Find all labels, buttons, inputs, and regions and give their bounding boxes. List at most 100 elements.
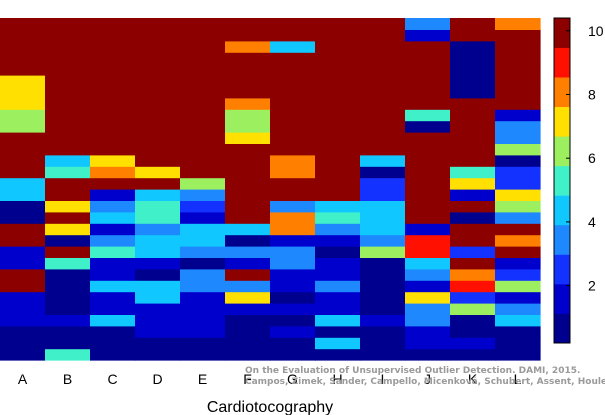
heatmap-cell-D-25 xyxy=(135,63,181,76)
heatmap-cell-G-21 xyxy=(270,109,316,122)
colorbar-swatch-7 xyxy=(554,106,570,137)
heatmap-cell-L-4 xyxy=(495,303,541,315)
heatmap-cell-D-28 xyxy=(135,29,181,42)
heatmap-cell-H-4 xyxy=(315,303,361,315)
heatmap-cell-J-13 xyxy=(405,200,451,213)
heatmap-cell-D-7 xyxy=(135,268,181,281)
heatmap-cell-J-15 xyxy=(405,177,451,190)
heatmap-cell-G-9 xyxy=(270,246,316,258)
heatmap-cell-L-9 xyxy=(495,246,541,258)
heatmap-cell-E-19 xyxy=(180,132,226,144)
heatmap-cell-D-29 xyxy=(135,18,181,30)
heatmap-cell-I-15 xyxy=(360,177,406,190)
heatmap-cell-F-2 xyxy=(225,325,271,338)
heatmap-cell-D-12 xyxy=(135,211,181,224)
heatmap-cell-F-24 xyxy=(225,75,271,87)
colorbar-swatch-2 xyxy=(554,254,570,285)
heatmap-cell-J-0 xyxy=(405,348,451,361)
heatmap-cell-K-26 xyxy=(450,52,496,65)
heatmap-cell-D-5 xyxy=(135,291,181,304)
heatmap-cell-E-29 xyxy=(180,18,226,30)
heatmap-cell-B-25 xyxy=(45,63,91,76)
heatmap-cell-G-11 xyxy=(270,223,316,236)
heatmap-cell-H-13 xyxy=(315,200,361,213)
heatmap-cell-E-0 xyxy=(180,348,226,361)
heatmap-cell-D-11 xyxy=(135,223,181,236)
heatmap-cell-A-9 xyxy=(0,246,46,258)
heatmap-cell-G-29 xyxy=(270,18,316,30)
heatmap-cell-L-11 xyxy=(495,223,541,236)
heatmap-cell-K-27 xyxy=(450,40,496,53)
heatmap-cell-A-0 xyxy=(0,348,46,361)
heatmap-cell-B-2 xyxy=(45,325,91,338)
heatmap-cell-E-17 xyxy=(180,154,226,167)
heatmap-cell-F-8 xyxy=(225,257,271,270)
heatmap-cell-K-7 xyxy=(450,268,496,281)
heatmap-cell-B-6 xyxy=(45,280,91,293)
heatmap-cell-H-1 xyxy=(315,337,361,350)
heatmap-cell-K-4 xyxy=(450,303,496,315)
heatmap-cell-B-27 xyxy=(45,40,91,53)
heatmap-cell-I-18 xyxy=(360,143,406,156)
colorbar-swatch-3 xyxy=(554,224,570,255)
heatmap-cell-B-4 xyxy=(45,303,91,315)
heatmap-cell-G-27 xyxy=(270,40,316,53)
heatmap-cell-L-13 xyxy=(495,200,541,213)
heatmap-cell-K-18 xyxy=(450,143,496,156)
heatmap-cell-D-15 xyxy=(135,177,181,190)
x-tick-label-A: A xyxy=(18,371,28,387)
heatmap-cell-F-20 xyxy=(225,120,271,133)
heatmap-cell-E-4 xyxy=(180,303,226,315)
heatmap-cell-J-8 xyxy=(405,257,451,270)
heatmap-cell-G-3 xyxy=(270,314,316,327)
heatmap-cell-H-2 xyxy=(315,325,361,338)
heatmap-cell-I-28 xyxy=(360,29,406,42)
heatmap-cell-F-11 xyxy=(225,223,271,236)
heatmap-cell-L-0 xyxy=(495,348,541,361)
colorbar-swatch-8 xyxy=(554,77,570,108)
heatmap-cell-A-15 xyxy=(0,177,46,190)
heatmap-cell-L-16 xyxy=(495,166,541,179)
heatmap-cell-L-25 xyxy=(495,63,541,76)
heatmap-cell-H-0 xyxy=(315,348,361,361)
heatmap-cell-L-2 xyxy=(495,325,541,338)
heatmap-cell-D-14 xyxy=(135,189,181,201)
heatmap-cell-L-24 xyxy=(495,75,541,87)
heatmap-cell-A-29 xyxy=(0,18,46,30)
heatmap-cell-J-6 xyxy=(405,280,451,293)
heatmap-cell-F-14 xyxy=(225,189,271,201)
heatmap-cell-L-20 xyxy=(495,120,541,133)
heatmap-cell-G-10 xyxy=(270,234,316,247)
heatmap-cell-H-15 xyxy=(315,177,361,190)
colorbar-swatch-1 xyxy=(554,283,570,314)
heatmap-cell-I-23 xyxy=(360,86,406,99)
heatmap-cell-F-23 xyxy=(225,86,271,99)
x-tick-labels: A B C D E F G H I J K L xyxy=(18,371,522,387)
heatmap-cell-A-2 xyxy=(0,325,46,338)
heatmap-cell-C-25 xyxy=(90,63,136,76)
heatmap-cell-B-23 xyxy=(45,86,91,99)
heatmap-cell-H-5 xyxy=(315,291,361,304)
heatmap-cell-C-1 xyxy=(90,337,136,350)
x-tick-label-F: F xyxy=(243,371,252,387)
credit-line-2: Campos, Zimek, Sander, Campello, Micenko… xyxy=(245,377,605,387)
heatmap-cell-G-0 xyxy=(270,348,316,361)
x-tick-label-L: L xyxy=(514,371,522,387)
heatmap-cell-K-22 xyxy=(450,97,496,110)
heatmap-cell-C-13 xyxy=(90,200,136,213)
heatmap-cell-E-2 xyxy=(180,325,226,338)
colorbar-frame xyxy=(553,17,571,344)
heatmap-cell-K-5 xyxy=(450,291,496,304)
heatmap-cell-H-27 xyxy=(315,40,361,53)
heatmap-cell-A-24 xyxy=(0,75,46,87)
heatmap-cell-F-18 xyxy=(225,143,271,156)
heatmap-cell-F-1 xyxy=(225,337,271,350)
heatmap-cell-G-25 xyxy=(270,63,316,76)
heatmap-cell-D-9 xyxy=(135,246,181,258)
heatmap-cell-A-16 xyxy=(0,166,46,179)
colorbar-tick-label-6: 6 xyxy=(588,150,596,166)
heatmap-cell-F-19 xyxy=(225,132,271,144)
heatmap-cell-I-0 xyxy=(360,348,406,361)
heatmap-cell-C-3 xyxy=(90,314,136,327)
heatmap-cell-D-8 xyxy=(135,257,181,270)
